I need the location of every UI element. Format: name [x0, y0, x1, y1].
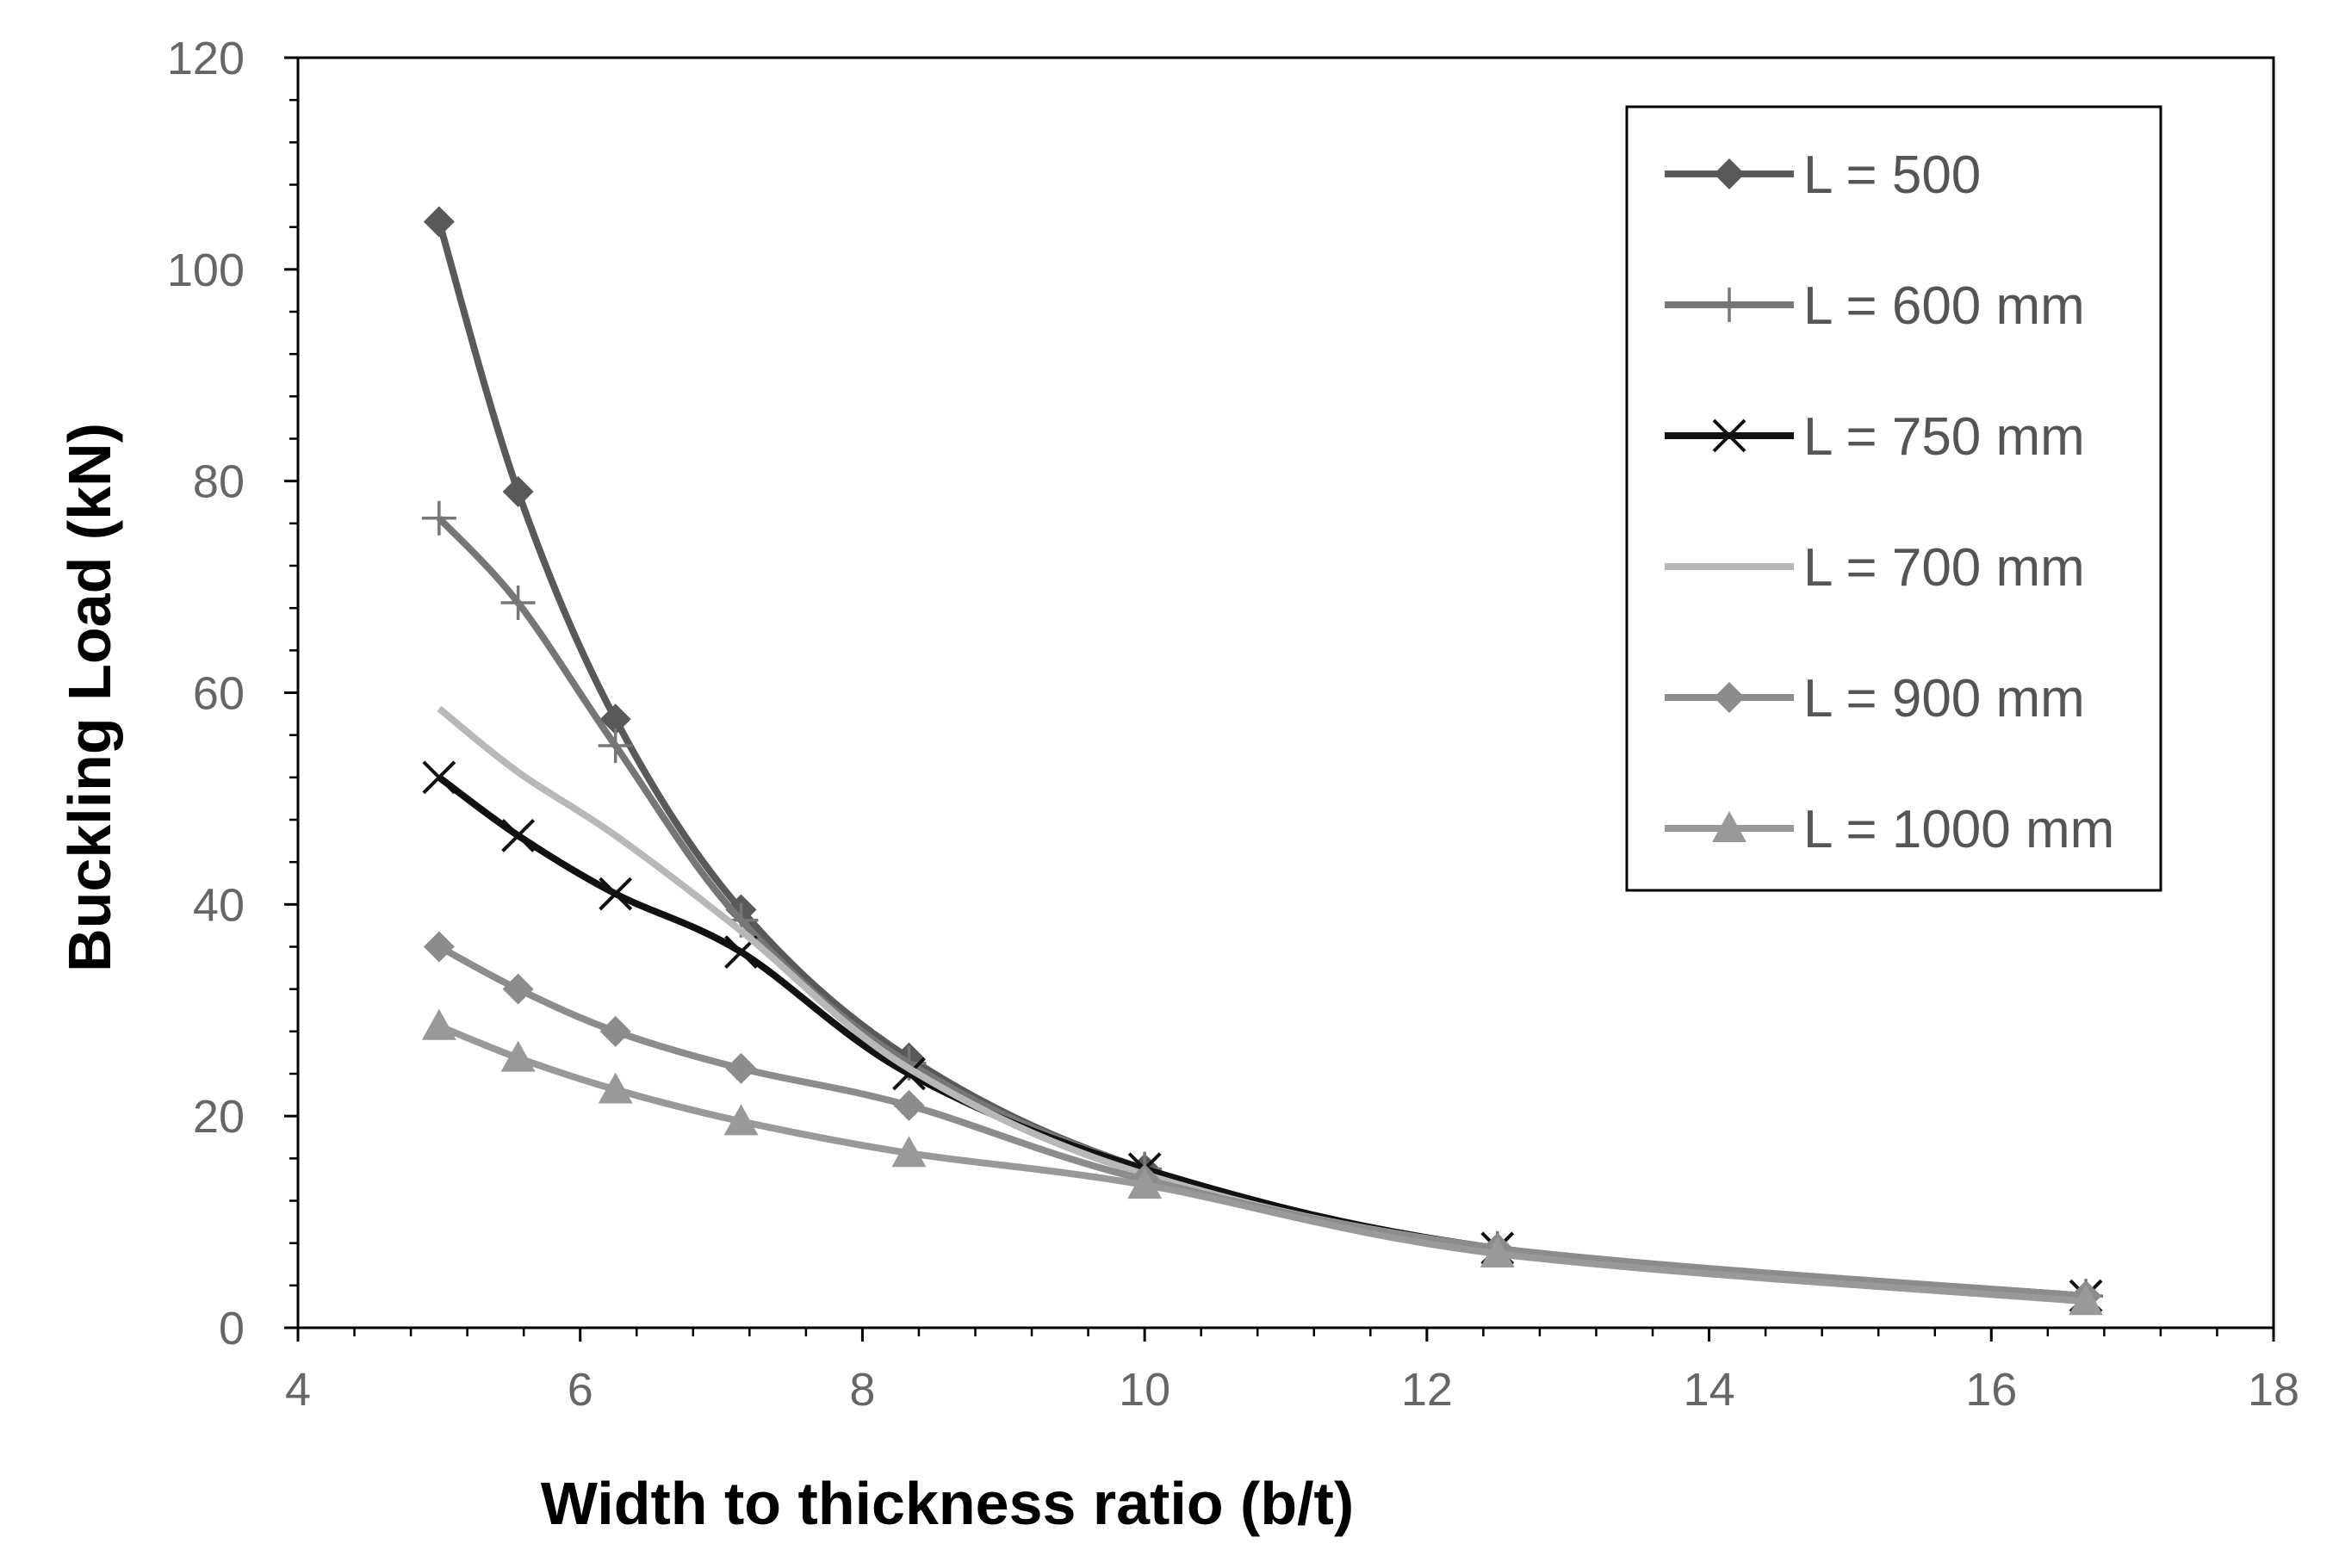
data-point: [725, 1052, 757, 1084]
x-tick-label: 18: [2248, 1364, 2299, 1416]
data-point: [501, 819, 536, 852]
legend-item: L = 750 mm: [1665, 407, 2085, 467]
series-line: [437, 943, 2087, 1300]
legend-marker: [1714, 158, 1745, 189]
data-point: [500, 586, 536, 621]
data-point: [598, 728, 633, 763]
x-axis-title: Width to thickness ratio (b/t): [541, 1470, 1354, 1537]
x-tick-label: 14: [1684, 1364, 1735, 1416]
data-point: [599, 877, 633, 911]
x-tick-label: 8: [849, 1364, 875, 1416]
legend-item: L = 900 mm: [1665, 669, 2085, 728]
x-axis-ticks: 4 6 8 10 12 14 16 18: [285, 1328, 2299, 1416]
legend-box: [1625, 105, 2162, 892]
legend-label: L = 700 mm: [1803, 538, 2085, 598]
x-tick-label: 10: [1119, 1364, 1170, 1416]
data-point: [598, 1072, 633, 1104]
x-tick-label: 6: [568, 1364, 593, 1416]
legend-label: L = 900 mm: [1803, 669, 2085, 728]
y-tick-label: 100: [167, 245, 245, 296]
legend-marker: [1712, 418, 1746, 453]
data-point: [1480, 1236, 1515, 1267]
series-layer: [421, 206, 2104, 1316]
legend-item: L = 1000 mm: [1665, 800, 2114, 859]
legend-label: L = 600 mm: [1803, 276, 2085, 336]
plot-frame-layer: [296, 56, 2275, 1329]
data-point: [502, 475, 534, 507]
data-point: [599, 703, 631, 735]
legend-marker: [1714, 682, 1745, 713]
data-point: [421, 1008, 456, 1040]
legend-label: L = 1000 mm: [1803, 800, 2114, 859]
data-point: [891, 1136, 927, 1168]
data-point: [500, 1040, 536, 1072]
data-point: [1127, 1168, 1163, 1199]
data-point: [723, 1104, 759, 1136]
x-tick-label: 4: [285, 1364, 311, 1416]
y-tick-label: 80: [193, 456, 245, 508]
y-tick-label: 120: [167, 33, 245, 84]
data-point: [423, 206, 455, 238]
series-line: [437, 1022, 2087, 1305]
x-tick-label: 16: [1965, 1364, 2017, 1416]
legend-item: L = 500: [1665, 146, 1981, 205]
series-6: [421, 1008, 2104, 1316]
legend-label: L = 500: [1803, 146, 1981, 205]
data-point: [2069, 1284, 2104, 1316]
data-point: [422, 760, 456, 795]
legend-item: L = 700 mm: [1665, 538, 2085, 598]
data-point: [421, 500, 456, 536]
legend-marker: [1712, 288, 1746, 322]
y-axis-ticks: 0 20 40 60 80 100 120: [167, 33, 298, 1354]
plot-frame: [296, 56, 2275, 1329]
y-tick-label: 0: [219, 1303, 245, 1354]
data-point: [502, 973, 534, 1005]
data-point: [599, 1015, 631, 1047]
data-point: [893, 1089, 925, 1121]
legend-item: L = 600 mm: [1665, 276, 2085, 336]
x-tick-label: 12: [1401, 1364, 1453, 1416]
y-tick-label: 60: [193, 668, 245, 720]
y-tick-label: 20: [193, 1091, 245, 1143]
legend-marker: [1712, 811, 1746, 842]
y-axis-title: Buckling Load (kN): [56, 423, 123, 972]
data-point: [423, 931, 455, 963]
legend: L = 500 L = 600 mm L = 750 mm L = 700 mm L =…: [1625, 105, 2162, 892]
legend-label: L = 750 mm: [1803, 407, 2085, 467]
y-tick-label: 40: [193, 879, 245, 931]
